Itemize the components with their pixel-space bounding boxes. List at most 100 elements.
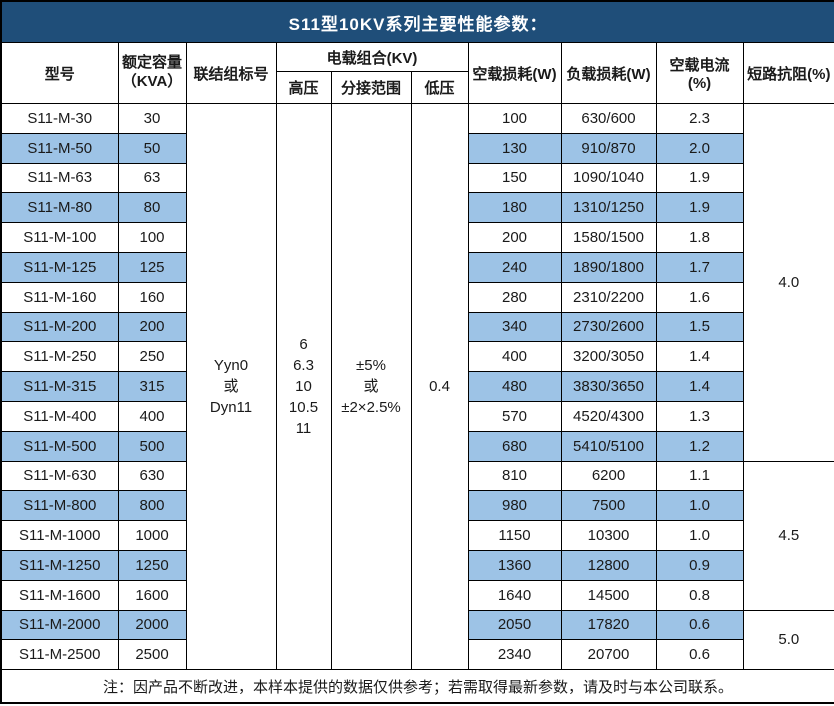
no-load-loss-cell: 1640 [467,579,562,611]
no-load-loss-cell: 400 [467,341,562,373]
capacity-cell: 630 [117,460,187,492]
header-row-1: 型号 额定容量 （KVA） 联结组标号 电载组合(KV) 空载损耗(W) 负载损… [0,42,834,104]
load-loss-cell: 3830/3650 [560,371,657,402]
no-load-loss-cell: 2340 [467,639,562,671]
no-load-current-cell: 1.7 [655,251,744,283]
hv-line: 6 [299,336,308,354]
load-loss-cell: 1310/1250 [560,192,657,224]
capacity-cell: 160 [117,281,187,313]
connection-group-cell: Yyn0 或 Dyn11 [185,102,277,671]
tap-range-cell: ±5% 或 ±2×2.5% [330,102,412,671]
model-cell: S11-M-200 [0,311,119,343]
no-load-current-cell: 0.8 [655,579,744,611]
no-load-current-cell: 2.3 [655,103,744,134]
col-header-hv: 高压 [275,71,332,104]
table-row: S11-M-100 100 200 1580/1500 1.8 [0,222,834,253]
table-row: S11-M-400 400 570 4520/4300 1.3 [0,400,834,432]
load-loss-cell: 5410/5100 [560,430,657,462]
table-row: S11-M-800 800 980 7500 1.0 [0,490,834,522]
model-cell: S11-M-1250 [0,549,119,581]
table-row: S11-M-63 63 150 1090/1040 1.9 [0,162,834,194]
table-row: S11-M-500 500 680 5410/5100 1.2 [0,430,834,462]
col-header-voltage-group: 电载组合(KV) [275,42,469,72]
capacity-cell: 80 [117,192,187,224]
capacity-cell: 30 [117,103,187,134]
table-row: S11-M-315 315 480 3830/3650 1.4 [0,371,834,402]
model-cell: S11-M-160 [0,281,119,313]
title-row: S11型10KV系列主要性能参数： [0,0,834,43]
model-cell: S11-M-315 [0,371,119,402]
tap-line: ±2×2.5% [341,399,401,417]
no-load-current-cell: 1.6 [655,281,744,313]
model-cell: S11-M-800 [0,490,119,522]
capacity-cell: 500 [117,430,187,462]
load-loss-cell: 1580/1500 [560,222,657,253]
table-row: S11-M-1600 1600 1640 14500 0.8 [0,579,834,611]
impedance-cell: 4.5 [742,460,834,611]
load-loss-cell: 910/870 [560,132,657,164]
load-loss-cell: 4520/4300 [560,400,657,432]
table-row: S11-M-630 630 810 6200 1.1 4.5 [0,460,834,611]
no-load-loss-cell: 810 [467,460,562,492]
load-loss-cell: 20700 [560,639,657,671]
tap-line: 或 [363,378,379,396]
no-load-loss-cell: 130 [467,132,562,164]
table-row: S11-M-30 30 Yyn0 或 Dyn11 6 6.3 10 10.5 1… [0,102,834,671]
no-load-loss-cell: 150 [467,162,562,194]
model-cell: S11-M-500 [0,430,119,462]
table-row: S11-M-50 50 130 910/870 2.0 [0,132,834,164]
col-header-lv: 低压 [410,71,469,104]
hv-line: 11 [295,420,312,438]
no-load-current-cell: 1.4 [655,341,744,373]
capacity-cell: 315 [117,371,187,402]
no-load-current-cell: 0.6 [655,609,744,641]
no-load-loss-cell: 1150 [467,520,562,551]
header-row-2: 高压 分接范围 低压 [1,71,834,104]
capacity-cell: 200 [117,311,187,343]
hv-line: 6.3 [293,357,314,375]
capacity-cell: 1600 [117,579,187,611]
hv-line: 10.5 [288,399,319,417]
col-header-capacity-line1: 额定容量 [121,54,182,72]
load-loss-cell: 3200/3050 [560,341,657,373]
no-load-current-cell: 1.0 [655,490,744,522]
table-row: S11-M-2000 2000 2050 17820 0.6 5.0 [0,609,834,671]
capacity-cell: 63 [117,162,187,194]
table-row: S11-M-2500 2500 2340 20700 0.6 [0,639,834,671]
capacity-cell: 2000 [117,609,187,641]
hv-voltage-cell: 6 6.3 10 10.5 11 [275,102,332,671]
load-loss-cell: 7500 [560,490,657,522]
table-row: S11-M-160 160 280 2310/2200 1.6 [0,281,834,313]
col-header-capacity: 额定容量 （KVA） [117,42,187,104]
model-cell: S11-M-50 [0,132,119,164]
capacity-cell: 250 [117,341,187,373]
model-cell: S11-M-400 [0,400,119,432]
load-loss-cell: 12800 [560,549,657,581]
no-load-loss-cell: 1360 [467,549,562,581]
impedance-cell: 4.0 [742,103,834,462]
page-title: S11型10KV系列主要性能参数： [0,0,834,43]
no-load-loss-cell: 200 [467,222,562,253]
capacity-cell: 125 [117,251,187,283]
no-load-loss-cell: 2050 [467,609,562,641]
col-header-no-load-current: 空载电流(%) [655,42,744,104]
no-load-current-cell: 1.5 [655,311,744,343]
connection-line: Yyn0 [213,357,249,375]
load-loss-cell: 2730/2600 [560,311,657,343]
col-header-model: 型号 [0,42,119,104]
lv-voltage-cell: 0.4 [410,102,469,671]
capacity-cell: 1000 [117,520,187,551]
no-load-loss-cell: 100 [467,103,562,134]
table-row: S11-M-80 80 180 1310/1250 1.9 [0,192,834,224]
no-load-current-cell: 1.2 [655,430,744,462]
model-cell: S11-M-1000 [0,520,119,551]
col-header-impedance: 短路抗阻(%) [742,42,834,104]
load-loss-cell: 2310/2200 [560,281,657,313]
model-cell: S11-M-630 [0,460,119,492]
load-loss-cell: 630/600 [560,103,657,134]
connection-line: Dyn11 [209,399,253,417]
table-row: S11-M-125 125 240 1890/1800 1.7 [0,251,834,283]
model-cell: S11-M-250 [0,341,119,373]
no-load-current-cell: 1.9 [655,192,744,224]
